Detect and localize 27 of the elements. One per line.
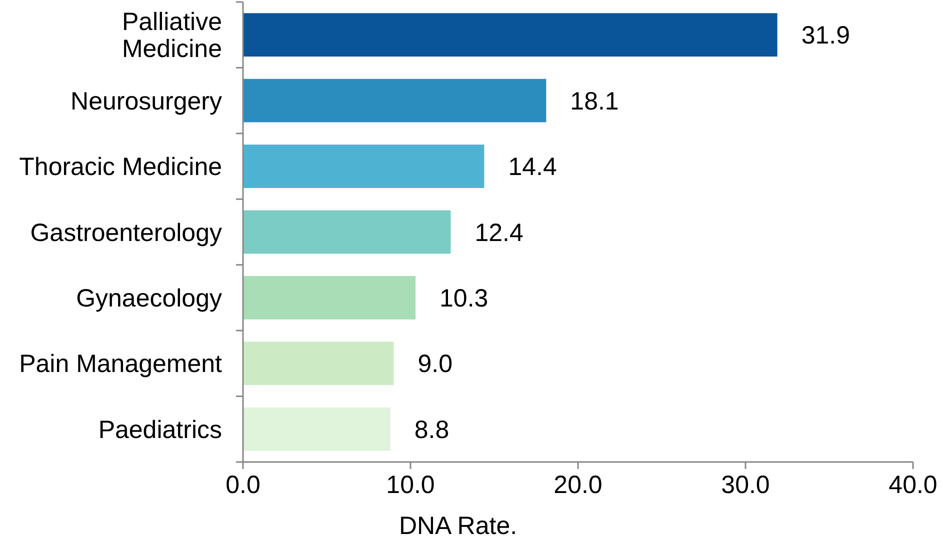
data-label: 31.9: [801, 22, 850, 50]
data-label: 18.1: [570, 87, 619, 116]
y-tick-label: Pain Management: [19, 350, 222, 378]
bar: [243, 276, 416, 320]
x-tick-label: 40.0: [888, 470, 938, 499]
x-tick-label: 20.0: [554, 470, 602, 499]
x-tick-label: 10.0: [386, 470, 435, 499]
bar: [243, 407, 390, 451]
data-label: 12.4: [474, 218, 524, 247]
data-label: 14.4: [508, 153, 557, 182]
bar: [243, 210, 451, 254]
data-label: 10.3: [440, 284, 488, 312]
y-tick-label: Palliative Medicine: [122, 8, 222, 64]
bar: [243, 78, 546, 122]
data-label: 8.8: [414, 416, 450, 444]
y-tick-label: Gynaecology: [76, 284, 222, 312]
bar: [243, 13, 778, 57]
y-tick-label: Paediatrics: [98, 416, 222, 444]
y-tick-label: Gastroenterology: [30, 218, 222, 247]
x-tick-label: 0.0: [226, 470, 260, 499]
data-label: 9.0: [418, 350, 453, 378]
y-tick-label: Neurosurgery: [70, 87, 222, 116]
x-tick-label: 30.0: [721, 470, 770, 499]
bar: [243, 144, 484, 188]
bar: [243, 342, 394, 386]
x-axis-title: DNA Rate.: [398, 512, 518, 540]
y-tick-label: Thoracic Medicine: [19, 153, 222, 182]
